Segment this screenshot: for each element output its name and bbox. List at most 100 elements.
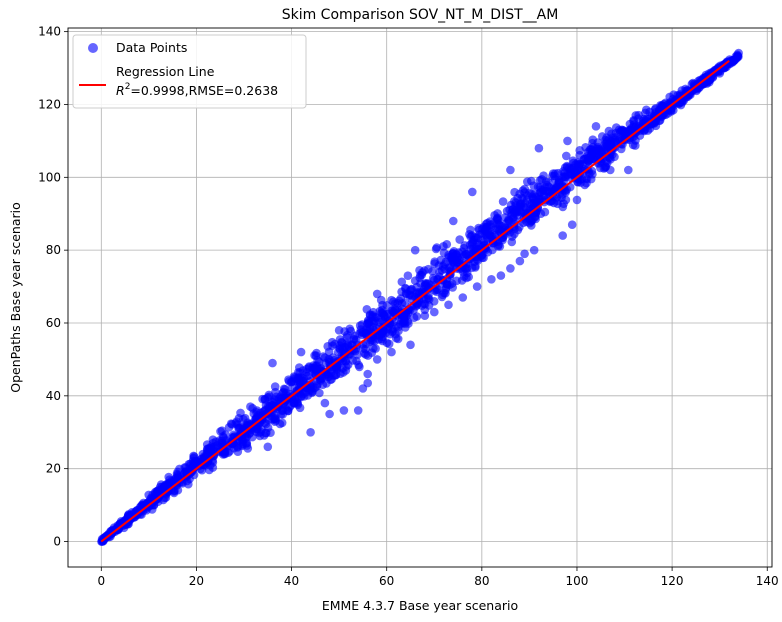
data-point [631,141,640,150]
data-point [588,138,597,148]
data-point [382,301,392,310]
data-point [482,231,492,240]
x-axis-ticks: 0 20 40 60 80 100 120 140 [97,567,779,588]
data-point [523,177,532,186]
data-point [270,382,280,391]
data-point [453,257,462,267]
data-point [410,245,420,255]
data-point [468,187,477,197]
data-point [542,180,552,190]
data-point [160,486,170,495]
data-point [405,286,415,296]
data-point [231,419,240,428]
data-point [506,165,515,175]
data-point [510,187,519,197]
data-point [449,216,458,226]
data-point [278,405,288,415]
data-point [466,225,475,235]
data-point [530,212,540,222]
legend: Data Points Regression Line R2=0.9998,RM… [72,34,307,109]
legend-label-regression-line: Regression Line [116,64,215,79]
data-point [412,312,422,321]
data-point [554,177,563,187]
x-tick-label: 80 [474,574,489,588]
y-tick-label: 60 [46,316,61,330]
y-tick-label: 0 [53,535,61,549]
data-point [479,253,488,263]
data-point [331,363,341,372]
data-point [327,374,336,384]
data-point [384,339,394,349]
data-point [424,293,433,303]
data-point [606,155,615,164]
data-point [385,329,395,339]
data-point [716,61,725,70]
x-tick-label: 60 [379,574,394,588]
data-point [481,224,490,234]
data-point [277,418,287,428]
data-point [575,146,584,155]
data-point [458,293,468,302]
data-point [510,208,519,218]
legend-regression-stats: R2=0.9998,RMSE=0.2638 [116,82,278,98]
data-point [334,326,344,335]
x-tick-label: 100 [566,574,589,588]
data-point [471,233,481,243]
data-point [400,298,410,307]
data-point [527,221,536,230]
data-point [280,385,290,394]
y-tick-label: 140 [38,25,61,39]
x-tick-label: 0 [97,574,105,588]
data-point [430,257,440,267]
data-point [606,165,615,175]
data-point [317,374,327,383]
legend-label-data-points: Data Points [116,40,187,55]
data-point [471,263,480,272]
data-point [217,426,227,436]
plot-frame [67,27,773,568]
data-point [154,485,163,495]
data-point [218,450,228,459]
data-point [264,390,274,400]
data-point [171,473,181,483]
data-point [439,242,448,251]
x-tick-label: 20 [189,574,204,588]
data-point [268,358,277,368]
data-point [315,388,324,398]
data-point [242,441,252,450]
data-point [202,440,212,449]
data-point [349,335,359,344]
data-point [515,256,525,266]
data-point [595,146,604,156]
data-point [313,380,322,389]
data-point [287,377,297,387]
data-point [205,460,215,470]
data-point [393,334,403,344]
data-point [419,299,429,309]
data-point [573,177,583,187]
data-point [459,272,469,281]
data-point [401,323,410,332]
x-tick-label: 40 [284,574,299,588]
data-point [413,289,422,299]
data-point [572,195,582,205]
data-point [455,264,465,274]
data-point [651,121,661,131]
data-point [430,307,439,317]
y-tick-label: 40 [46,389,61,403]
data-point [326,368,336,378]
data-point [346,326,356,336]
data-point [246,402,255,412]
data-point [217,436,226,446]
data-point [139,498,148,508]
data-point [558,231,567,240]
data-point [558,202,568,212]
data-point [310,351,319,360]
data-point [431,244,441,254]
data-point [591,122,601,131]
data-point [639,114,648,124]
r-squared-symbol: R [116,83,125,98]
data-point [442,280,452,289]
data-point [205,452,215,461]
data-point [369,344,378,353]
